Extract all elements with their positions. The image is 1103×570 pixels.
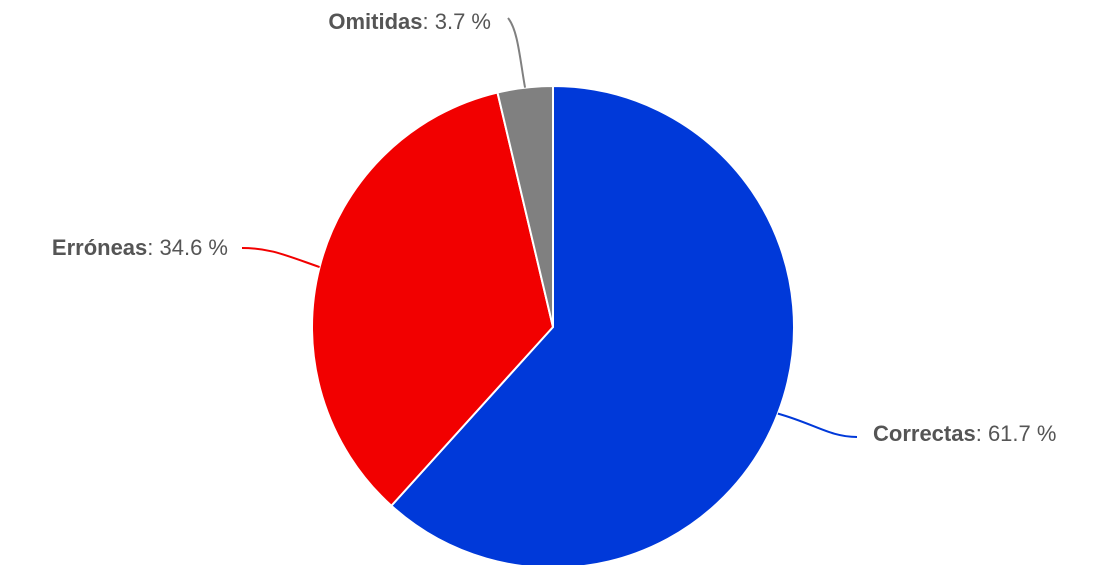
labels-layer: Correctas: 61.7 % Erróneas: 34.6 % Omitida… — [52, 9, 1057, 446]
connectors-layer — [241, 17, 858, 438]
pie-slice-erroneas[interactable] — [311, 91, 554, 507]
data-label-value-omitidas: : 3.7 % — [423, 9, 491, 34]
connector-line-omitidas — [507, 17, 527, 88]
data-label-value-erroneas: : 34.6 % — [147, 235, 228, 260]
connector-line-correctas — [777, 412, 858, 438]
data-label-name-erroneas: Erróneas — [52, 235, 147, 260]
data-label-name-correctas: Correctas — [873, 421, 976, 446]
data-label-erroneas: Erróneas: 34.6 % — [52, 235, 228, 260]
connector-line-erroneas — [241, 247, 320, 269]
slices-layer — [311, 85, 795, 569]
data-label-value-correctas: : 61.7 % — [976, 421, 1057, 446]
data-label-omitidas: Omitidas: 3.7 % — [328, 9, 491, 34]
data-label-correctas: Correctas: 61.7 % — [873, 421, 1056, 446]
data-label-name-omitidas: Omitidas — [328, 9, 422, 34]
pie-slice-omitidas[interactable] — [496, 85, 554, 328]
